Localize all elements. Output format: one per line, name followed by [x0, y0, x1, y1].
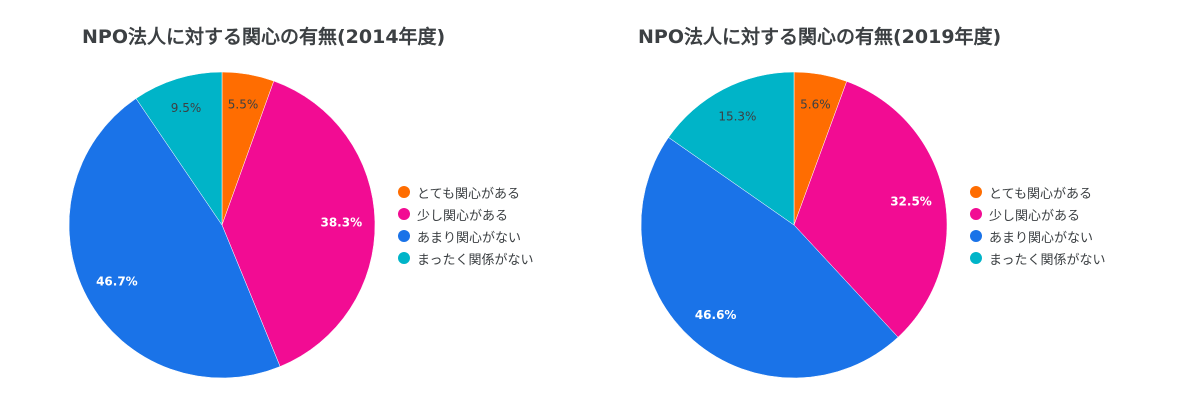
- chart-2014: NPO法人に対する関心の有無(2014年度) 5.5% 38.3% 46.7% 9.5…: [68, 26, 533, 379]
- chart-title: NPO法人に対する関心の有無(2019年度): [638, 26, 1002, 48]
- legend-item[interactable]: あまり関心がない: [970, 225, 1105, 247]
- slice-data-label: 9.5%: [171, 101, 202, 115]
- pie-slice[interactable]: [668, 71, 795, 226]
- legend: とても関心がある 少し関心がある あまり関心がない まったく関係がない: [398, 181, 533, 269]
- slice-data-label: 46.7%: [96, 275, 138, 289]
- legend-swatch: [970, 230, 982, 242]
- pie-chart: 5.5% 38.3% 46.7% 9.5%: [68, 71, 376, 379]
- slice-data-label: 5.5%: [228, 97, 259, 111]
- legend-item[interactable]: まったく関係がない: [398, 247, 533, 269]
- legend-swatch: [398, 230, 410, 242]
- legend-swatch: [970, 252, 982, 264]
- legend-item[interactable]: あまり関心がない: [398, 225, 533, 247]
- pie-slice[interactable]: [793, 81, 948, 338]
- chart-title: NPO法人に対する関心の有無(2014年度): [82, 26, 446, 48]
- legend-swatch: [970, 186, 982, 198]
- chart-2019: NPO法人に対する関心の有無(2019年度) 5.6% 32.5% 46.6% 15.…: [596, 0, 1192, 405]
- pie-slice[interactable]: [135, 71, 223, 226]
- slice-data-label: 5.6%: [800, 97, 831, 111]
- legend-item[interactable]: 少し関心がある: [398, 203, 533, 225]
- legend-swatch: [398, 186, 410, 198]
- legend-swatch: [398, 252, 410, 264]
- pie-slice[interactable]: [221, 80, 376, 367]
- legend-label: あまり関心がない: [417, 230, 522, 246]
- slice-data-label: 38.3%: [320, 215, 362, 229]
- legend-label: とても関心がある: [417, 186, 520, 202]
- legend-item[interactable]: まったく関係がない: [970, 247, 1105, 269]
- legend-label: まったく関係がない: [989, 252, 1106, 268]
- legend-swatch: [970, 208, 982, 220]
- legend: とても関心がある 少し関心がある あまり関心がない まったく関係がない: [970, 181, 1105, 269]
- slice-data-label: 15.3%: [718, 109, 756, 123]
- legend-swatch: [398, 208, 410, 220]
- legend-label: 少し関心がある: [417, 208, 509, 224]
- pie-slice[interactable]: [68, 98, 281, 379]
- pie-slice[interactable]: [640, 137, 899, 379]
- legend-label: 少し関心がある: [989, 208, 1081, 224]
- legend-item[interactable]: とても関心がある: [398, 181, 533, 203]
- legend-item[interactable]: 少し関心がある: [970, 203, 1105, 225]
- slice-data-label: 32.5%: [890, 195, 932, 209]
- legend-label: まったく関係がない: [417, 252, 534, 268]
- slice-data-label: 46.6%: [695, 308, 737, 322]
- legend-item[interactable]: とても関心がある: [970, 181, 1105, 203]
- legend-label: あまり関心がない: [989, 230, 1094, 246]
- legend-label: とても関心がある: [989, 186, 1092, 202]
- pie-chart: 5.6% 32.5% 46.6% 15.3%: [640, 71, 948, 379]
